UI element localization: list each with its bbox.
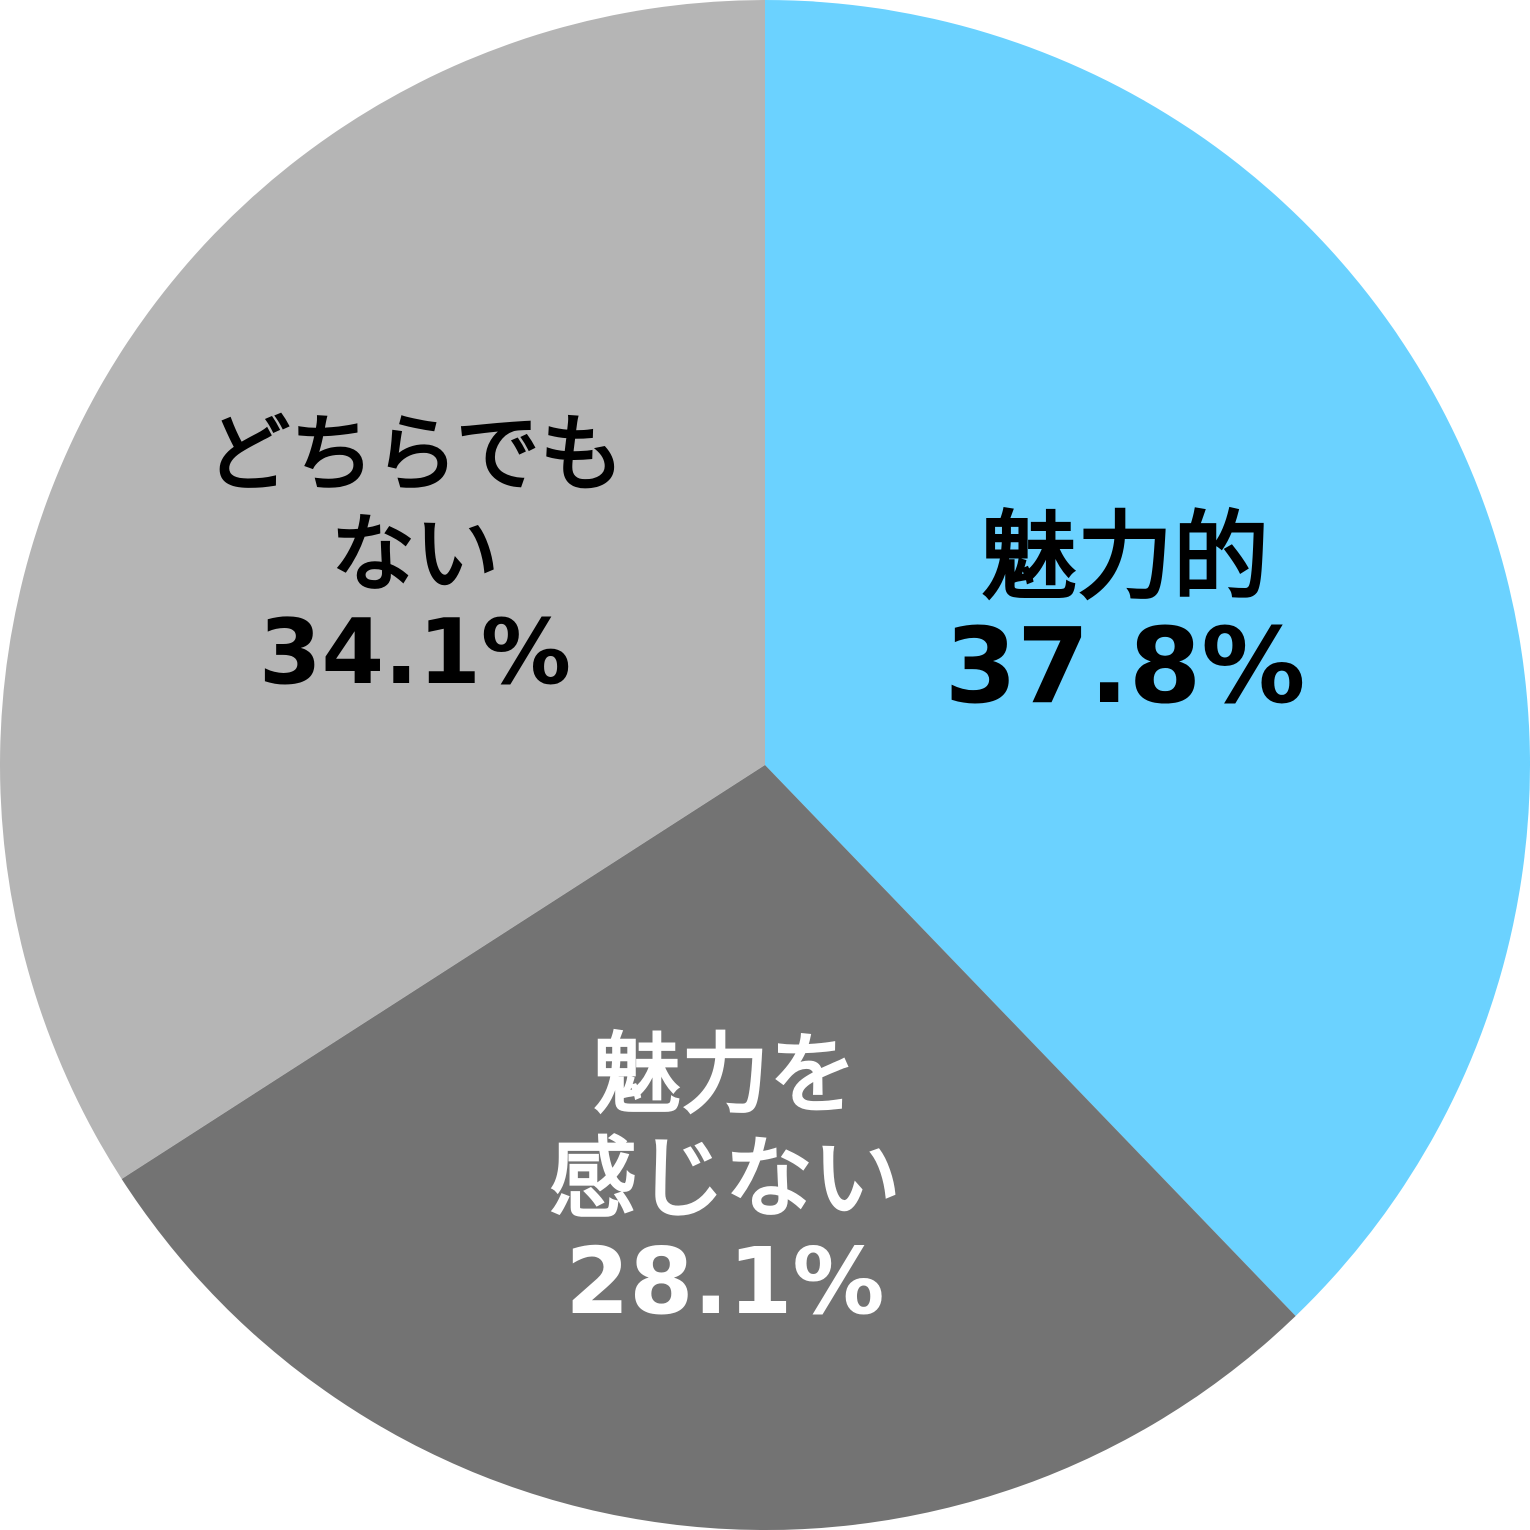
slice-label-1-line-1: 感じない: [549, 1127, 901, 1230]
slice-value-2: 34.1%: [259, 600, 571, 705]
pie-slice-1: [121, 765, 1296, 1530]
pie-slice-0: [765, 0, 1530, 1317]
slice-label-2-line-1: ない: [331, 505, 499, 603]
slice-label-0-line-0: 魅力的: [981, 501, 1269, 613]
pie-slice-2: [0, 0, 765, 1179]
slice-label-1-line-0: 魅力を: [593, 1023, 857, 1126]
slice-value-0: 37.8%: [945, 605, 1306, 727]
slice-value-1: 28.1%: [565, 1228, 884, 1335]
slice-label-2-line-0: どちらでも: [206, 405, 623, 503]
